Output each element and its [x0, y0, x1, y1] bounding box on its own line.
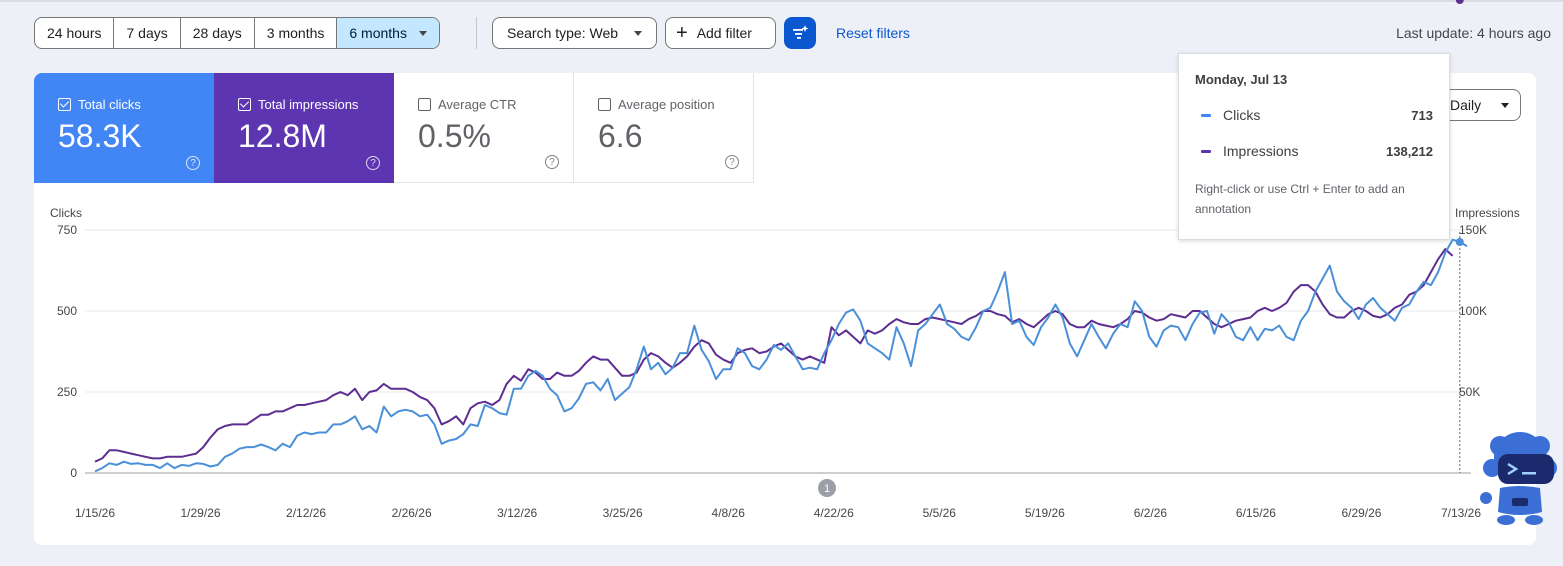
tooltip-row-clicks: Clicks 713	[1195, 107, 1433, 123]
search-type-label: Search type: Web	[507, 25, 619, 41]
checkbox-icon[interactable]	[418, 98, 431, 111]
x-tick-label: 6/15/26	[1236, 506, 1276, 520]
chevron-down-icon	[1501, 102, 1510, 108]
range-6-months-label: 6 months	[349, 25, 407, 41]
range-7-days[interactable]: 7 days	[114, 18, 181, 48]
chevron-down-icon	[418, 30, 427, 36]
metric-average-position[interactable]: Average position 6.6 ?	[574, 73, 754, 183]
metric-total-impressions[interactable]: Total impressions 12.8M ?	[214, 73, 394, 183]
x-tick-label: 3/25/26	[603, 506, 643, 520]
assistant-mascot-icon[interactable]	[1478, 428, 1563, 528]
metric-label: Average position	[618, 97, 715, 112]
plus-icon: +	[676, 22, 688, 44]
granularity-dropdown[interactable]: Daily	[1439, 89, 1521, 121]
tooltip-row-impressions: Impressions 138,212	[1195, 143, 1433, 159]
range-6-months[interactable]: 6 months	[337, 18, 439, 48]
clicks-hover-point	[1455, 237, 1464, 246]
add-filter-label: Add filter	[696, 25, 752, 41]
clicks-line	[94, 238, 1468, 473]
metric-label: Total clicks	[78, 97, 141, 112]
tooltip-series-name: Impressions	[1223, 143, 1299, 159]
last-update-text: Last update: 4 hours ago	[1396, 25, 1551, 41]
impressions-hover-point	[1455, 0, 1464, 4]
tooltip-hint: Right-click or use Ctrl + Enter to add a…	[1195, 182, 1405, 216]
metric-average-ctr[interactable]: Average CTR 0.5% ?	[394, 73, 574, 183]
help-icon[interactable]: ?	[725, 155, 739, 169]
metric-value: 6.6	[598, 118, 643, 154]
metric-label: Total impressions	[258, 97, 359, 112]
search-type-dropdown[interactable]: Search type: Web	[492, 17, 657, 49]
checkbox-icon[interactable]	[238, 98, 251, 111]
chart-tooltip: Monday, Jul 13 Clicks 713 Impressions 13…	[1178, 53, 1450, 240]
impressions-line	[94, 248, 1454, 463]
right-tick-label: 150K	[1459, 223, 1487, 237]
annotation-marker-label: 1	[824, 483, 830, 495]
x-tick-label: 5/19/26	[1025, 506, 1065, 520]
x-tick-label: 2/12/26	[286, 506, 326, 520]
left-tick-label: 250	[57, 385, 77, 399]
range-28-days[interactable]: 28 days	[181, 18, 255, 48]
x-tick-label: 6/2/26	[1134, 506, 1168, 520]
help-icon[interactable]: ?	[366, 156, 380, 170]
granularity-label: Daily	[1450, 97, 1482, 113]
x-tick-label: 7/13/26	[1441, 506, 1481, 520]
toolbar-separator	[476, 17, 477, 49]
date-range-selector: 24 hours 7 days 28 days 3 months 6 month…	[34, 17, 440, 49]
left-axis-label: Clicks	[50, 206, 82, 220]
x-tick-label: 3/12/26	[497, 506, 537, 520]
chevron-down-icon	[634, 30, 643, 36]
x-tick-label: 5/5/26	[923, 506, 957, 520]
x-tick-label: 2/26/26	[392, 506, 432, 520]
tooltip-date: Monday, Jul 13	[1195, 72, 1288, 87]
x-tick-label: 6/29/26	[1341, 506, 1381, 520]
left-tick-label: 0	[70, 466, 77, 480]
x-tick-label: 1/15/26	[75, 506, 115, 520]
filter-sparkle-icon	[793, 25, 809, 39]
tooltip-series-name: Clicks	[1223, 107, 1261, 123]
help-icon[interactable]: ?	[545, 155, 559, 169]
help-icon[interactable]: ?	[186, 156, 200, 170]
right-tick-label: 50K	[1459, 385, 1480, 399]
tooltip-series-value: 138,212	[1386, 143, 1433, 159]
add-filter-button[interactable]: + Add filter	[665, 17, 776, 49]
metric-value: 0.5%	[418, 118, 491, 154]
checkbox-icon[interactable]	[598, 98, 611, 111]
range-3-months[interactable]: 3 months	[255, 18, 338, 48]
legend-swatch	[1201, 113, 1211, 117]
x-tick-label: 1/29/26	[181, 506, 221, 520]
metric-total-clicks[interactable]: Total clicks 58.3K ?	[34, 73, 214, 183]
reset-filters-link[interactable]: Reset filters	[836, 25, 910, 41]
metric-label: Average CTR	[438, 97, 517, 112]
top-divider	[0, 0, 1563, 2]
tooltip-series-value: 713	[1411, 107, 1433, 123]
performance-card: Total clicks 58.3K ? Total impressions 1…	[34, 73, 1536, 545]
metric-value: 58.3K	[58, 118, 142, 154]
right-tick-label: 100K	[1459, 304, 1487, 318]
filter-suggest-button[interactable]	[784, 17, 816, 49]
metric-value: 12.8M	[238, 118, 327, 154]
range-24-hours[interactable]: 24 hours	[35, 18, 115, 48]
left-tick-label: 750	[57, 223, 77, 237]
annotation-marker[interactable]	[818, 479, 836, 497]
right-axis-label: Impressions	[1455, 206, 1520, 220]
left-tick-label: 500	[57, 304, 77, 318]
x-tick-label: 4/8/26	[712, 506, 746, 520]
checkbox-icon[interactable]	[58, 98, 71, 111]
x-tick-label: 4/22/26	[814, 506, 854, 520]
legend-swatch	[1201, 149, 1211, 153]
